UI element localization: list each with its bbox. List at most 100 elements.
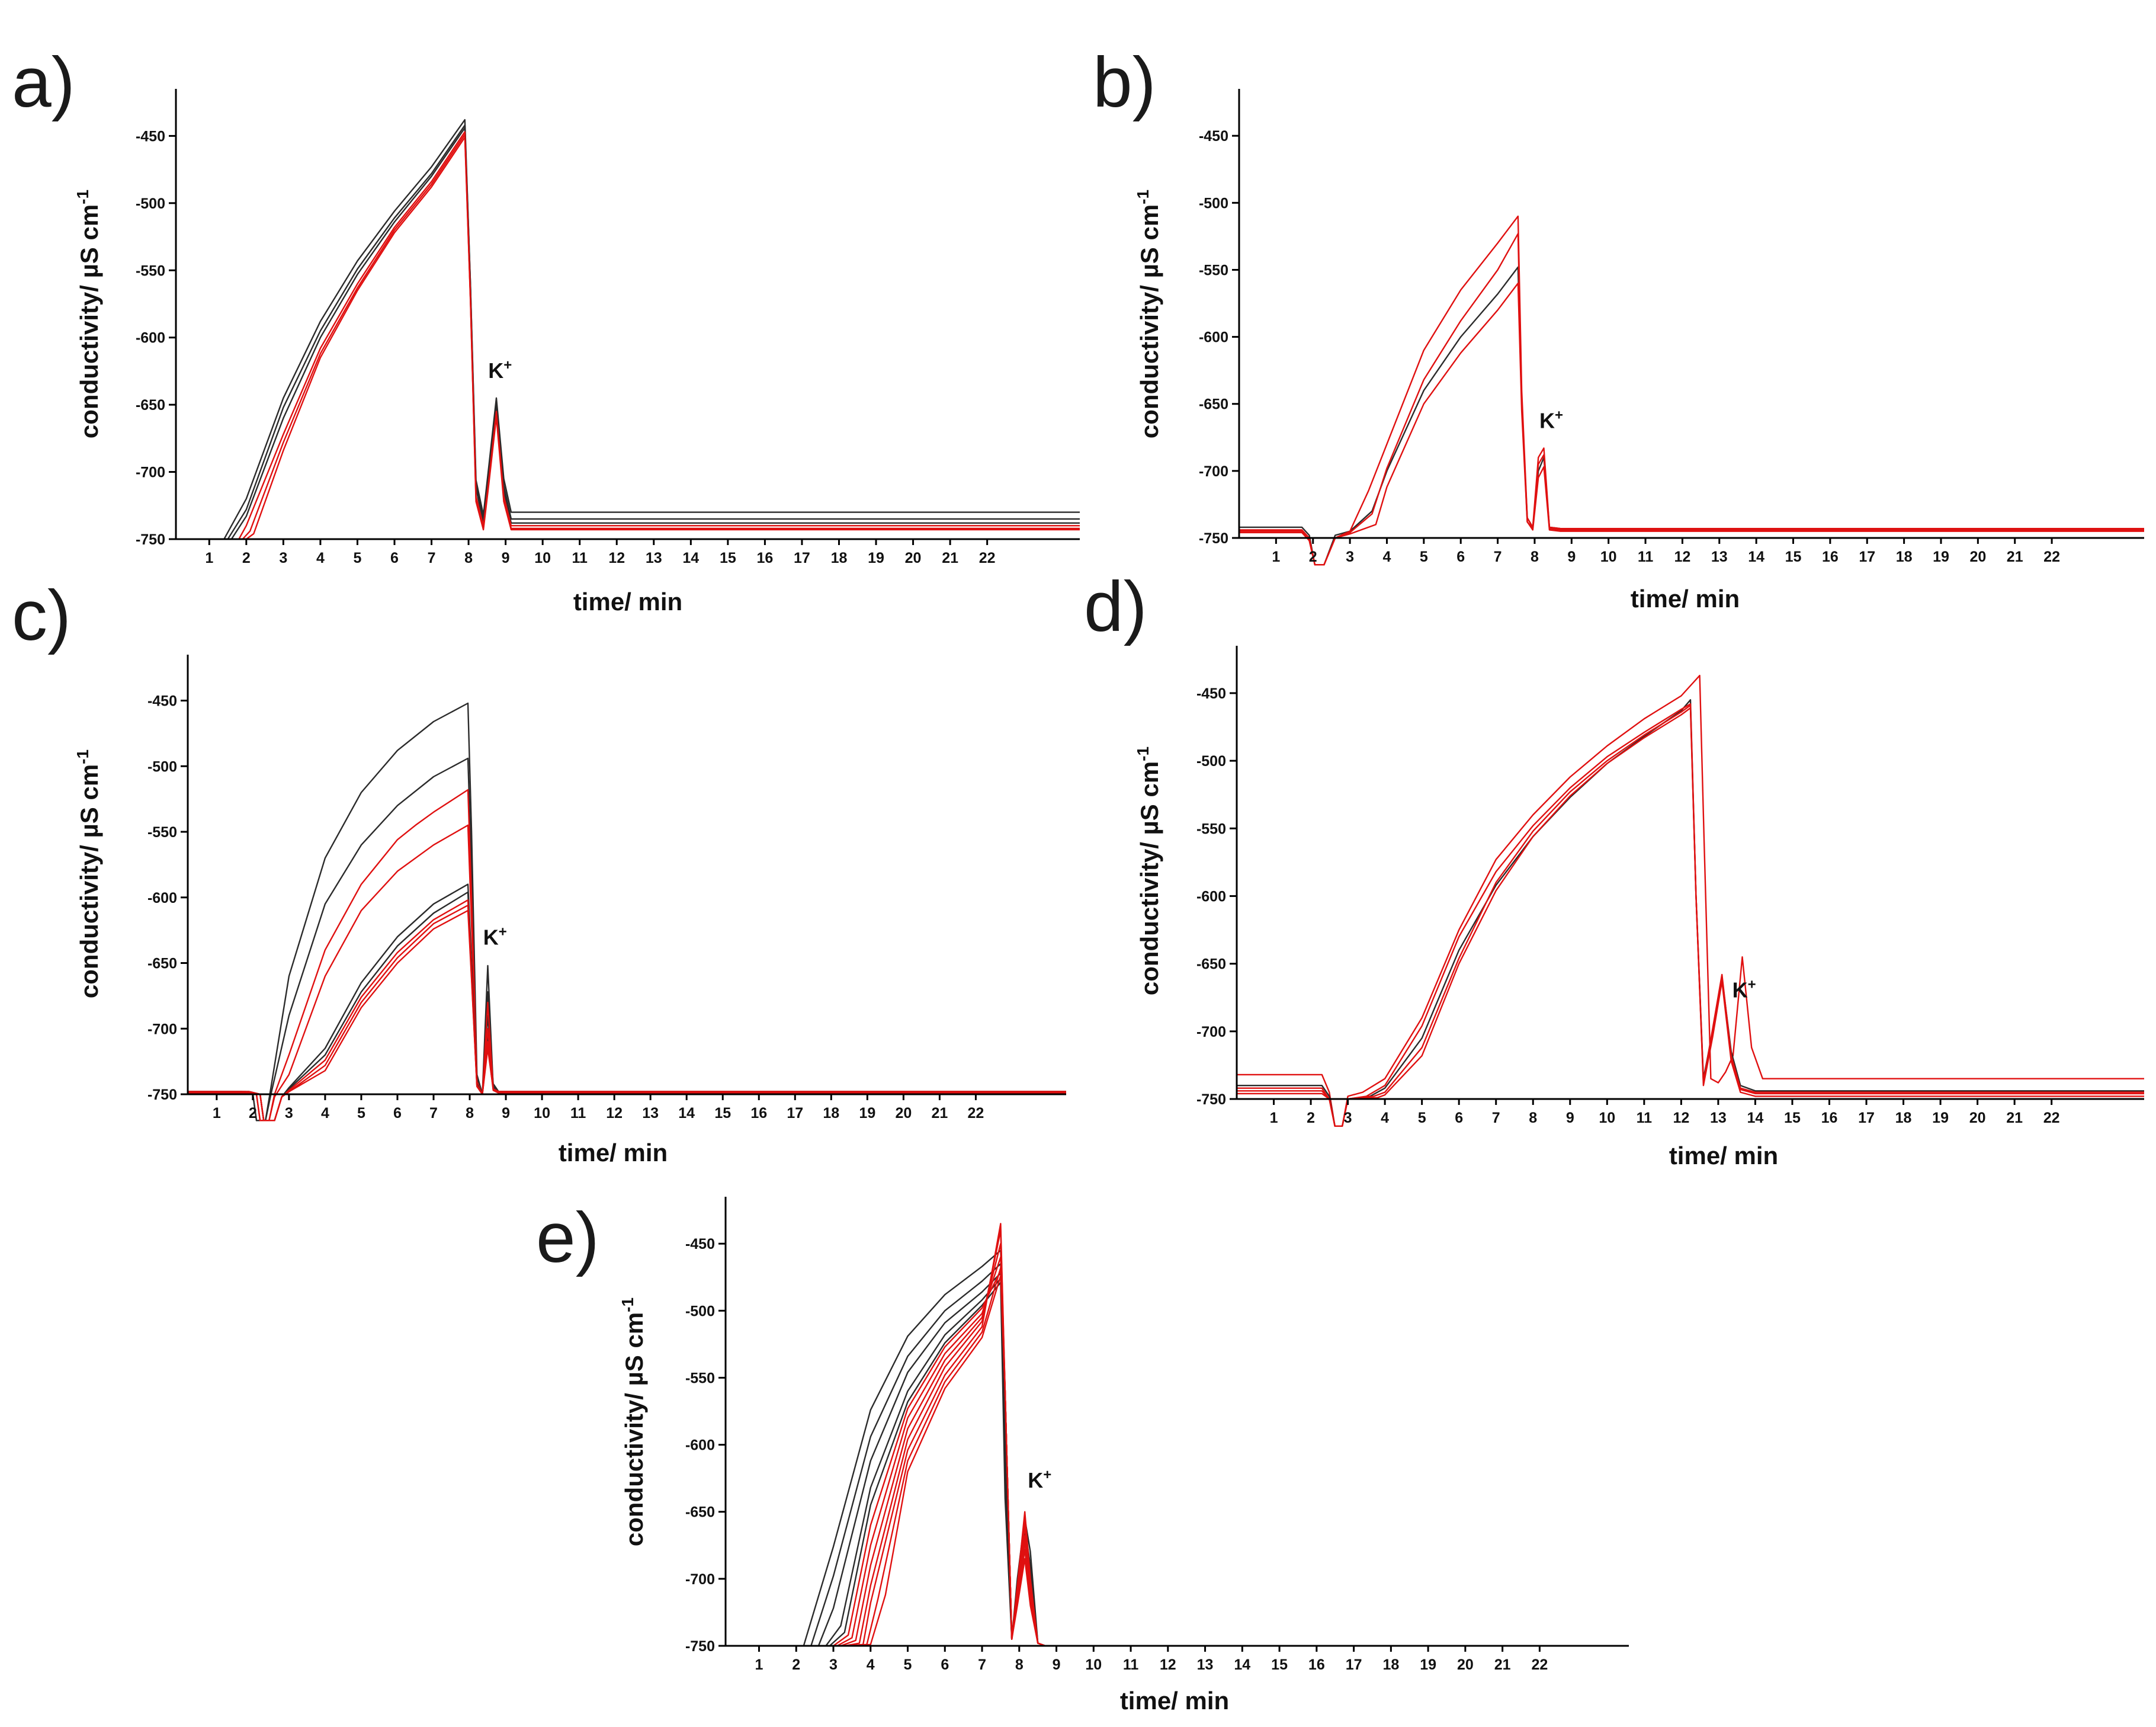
x-tick-label: 9 (502, 1105, 510, 1122)
x-tick-label: 19 (1420, 1656, 1436, 1673)
x-tick-label: 22 (968, 1105, 984, 1122)
y-tick-label: -550 (685, 1370, 715, 1386)
series-line (227, 124, 1080, 540)
x-tick-label: 17 (1346, 1656, 1362, 1673)
series-line (840, 1243, 1629, 1647)
x-tick-label: 15 (1271, 1656, 1288, 1673)
y-tick-label: -500 (1199, 195, 1228, 212)
x-tick-label: 14 (678, 1105, 695, 1122)
x-tick-label: 7 (429, 1105, 438, 1122)
traces (223, 119, 1080, 540)
x-tick-label: 6 (1455, 1110, 1463, 1126)
x-tick-label: 21 (931, 1105, 948, 1122)
series-line (188, 899, 1066, 1122)
panel-label: c) (12, 576, 71, 655)
x-tick-label: 2 (1309, 549, 1317, 565)
x-tick-label: 10 (534, 550, 551, 566)
y-tick-label: -650 (1199, 396, 1228, 413)
x-tick-label: 11 (570, 1105, 586, 1122)
x-tick-label: 18 (1382, 1656, 1399, 1673)
x-tick-label: 2 (1307, 1110, 1315, 1126)
x-tick-label: 15 (1784, 1110, 1801, 1126)
x-tick-label: 17 (1859, 549, 1875, 565)
x-axis-title: time/ min (1669, 1142, 1778, 1170)
series-line (1239, 215, 2144, 566)
x-tick-label: 16 (756, 550, 773, 566)
x-tick-label: 16 (1308, 1656, 1325, 1673)
x-tick-label: 1 (1272, 549, 1280, 565)
series-line (188, 789, 1066, 1122)
x-tick-label: 19 (1932, 1110, 1949, 1126)
y-tick-label: -650 (1196, 956, 1226, 973)
y-tick-label: -450 (1196, 685, 1226, 702)
x-tick-label: 3 (829, 1656, 838, 1673)
x-tick-label: 9 (1567, 549, 1576, 565)
x-tick-label: 10 (534, 1105, 550, 1122)
x-tick-label: 12 (606, 1105, 623, 1122)
series-line (242, 133, 1080, 540)
x-tick-label: 14 (1748, 549, 1764, 565)
x-tick-label: 15 (714, 1105, 731, 1122)
x-tick-label: 13 (642, 1105, 659, 1122)
x-tick-label: 3 (279, 550, 287, 566)
y-tick-label: -450 (685, 1236, 715, 1252)
y-tick-label: -600 (136, 330, 165, 347)
x-tick-label: 22 (979, 550, 996, 566)
x-tick-label: 21 (1494, 1656, 1511, 1673)
y-tick-label: -750 (136, 531, 165, 548)
x-tick-label: 12 (1160, 1656, 1176, 1673)
series-line (817, 1272, 1629, 1647)
x-axis-title: time/ min (1631, 585, 1740, 613)
x-tick-label: 6 (390, 550, 399, 566)
x-tick-label: 20 (1457, 1656, 1474, 1673)
y-tick-label: -500 (685, 1303, 715, 1319)
x-tick-label: 17 (1858, 1110, 1875, 1126)
x-tick-label: 14 (682, 550, 699, 566)
x-tick-label: 20 (905, 550, 922, 566)
x-tick-label: 11 (1123, 1656, 1139, 1673)
y-axis-title: conductivity/ µS cm-1 (1134, 190, 1163, 438)
y-tick-label: -650 (136, 397, 165, 414)
y-tick-label: -550 (1199, 262, 1228, 278)
x-tick-label: 1 (755, 1656, 763, 1673)
y-axis-title: conductivity/ µS cm-1 (73, 190, 103, 438)
x-tick-label: 12 (608, 550, 625, 566)
series-line (1239, 282, 2144, 566)
x-tick-label: 9 (1566, 1110, 1574, 1126)
x-tick-label: 5 (357, 1105, 365, 1122)
y-tick-label: -700 (1196, 1024, 1226, 1040)
series-line (246, 136, 1080, 540)
x-tick-label: 5 (1418, 1110, 1426, 1126)
x-tick-label: 3 (285, 1105, 293, 1122)
y-tick-label: -550 (1196, 821, 1226, 837)
peak-annotation: K+ (1539, 407, 1563, 432)
traces (188, 702, 1066, 1122)
series-line (188, 824, 1066, 1122)
x-tick-label: 7 (1492, 1110, 1500, 1126)
x-tick-label: 13 (1710, 1110, 1727, 1126)
x-axis-title: time/ min (1120, 1687, 1229, 1715)
x-axis-title: time/ min (559, 1139, 668, 1167)
x-tick-label: 15 (1785, 549, 1802, 565)
y-tick-label: -750 (685, 1638, 715, 1655)
x-tick-label: 17 (787, 1105, 803, 1122)
series-line (852, 1267, 1629, 1647)
panel-label: e) (536, 1198, 599, 1277)
x-tick-label: 15 (720, 550, 736, 566)
x-tick-label: 5 (904, 1656, 912, 1673)
x-tick-label: 20 (1969, 1110, 1986, 1126)
x-tick-label: 19 (1933, 549, 1949, 565)
x-tick-label: 22 (1531, 1656, 1548, 1673)
panel-label: a) (12, 43, 75, 122)
x-tick-label: 4 (316, 550, 325, 566)
x-tick-label: 1 (1270, 1110, 1278, 1126)
x-tick-label: 1 (205, 550, 213, 566)
y-tick-label: -550 (136, 262, 165, 279)
x-tick-label: 6 (941, 1656, 949, 1673)
x-tick-label: 11 (572, 550, 588, 566)
x-tick-label: 8 (466, 1105, 474, 1122)
x-tick-label: 18 (831, 550, 848, 566)
x-tick-label: 8 (1015, 1656, 1024, 1673)
